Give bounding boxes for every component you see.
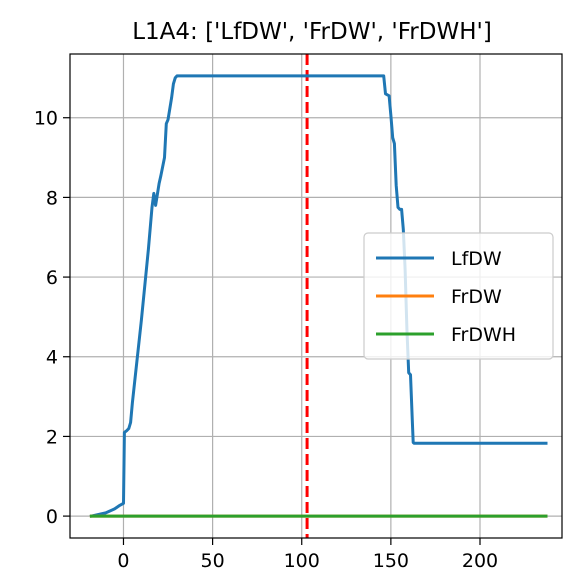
y-tick-label: 0 (46, 506, 58, 528)
x-tick-label: 50 (201, 550, 225, 572)
legend-label: FrDWH (451, 324, 516, 346)
y-tick-label: 10 (34, 108, 58, 130)
x-tick-label: 100 (284, 550, 320, 572)
legend-box (363, 232, 554, 360)
y-axis: 0 2 4 6 8 10 (34, 108, 70, 528)
legend-label: FrDW (451, 286, 502, 308)
y-tick-label: 8 (46, 187, 58, 209)
x-axis: 0 50 100 150 200 (117, 538, 498, 572)
plot-area-frame (69, 53, 563, 539)
x-tick-label: 150 (373, 550, 409, 572)
x-tick-label: 200 (462, 550, 498, 572)
chart-title: L1A4: ['LfDW', 'FrDW', 'FrDWH'] (132, 19, 492, 45)
x-tick-label: 0 (117, 550, 129, 572)
legend-label: LfDW (451, 248, 502, 270)
y-tick-label: 2 (46, 426, 58, 448)
legend: LfDW FrDW FrDWH (363, 232, 554, 360)
y-tick-label: 6 (46, 267, 58, 289)
y-tick-label: 4 (46, 347, 58, 369)
